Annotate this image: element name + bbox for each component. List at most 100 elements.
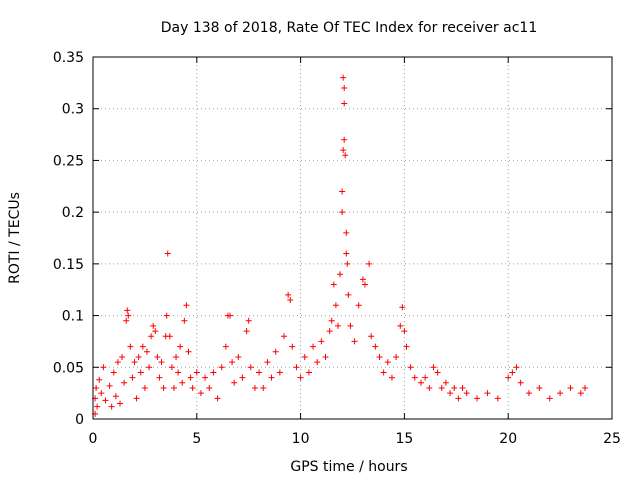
data-point [185,348,192,355]
data-point [102,397,109,404]
data-point [124,307,131,314]
data-point [247,364,254,371]
chart-title: Day 138 of 2018, Rate Of TEC Index for r… [161,20,537,36]
data-point [179,379,186,386]
data-point [148,333,155,340]
data-point [133,395,140,402]
data-point [525,390,532,397]
data-point [301,353,308,360]
data-point [451,384,458,391]
data-point [202,374,209,381]
data-point [355,302,362,309]
data-point [285,291,292,298]
data-point [557,390,564,397]
data-point [152,328,159,335]
data-point [170,384,177,391]
data-point [231,379,238,386]
data-point [509,369,516,376]
data-point [164,250,171,257]
data-point [438,384,445,391]
data-point [297,374,304,381]
data-point [380,369,387,376]
data-point [146,364,153,371]
data-point [407,364,414,371]
data-point [343,229,350,236]
data-point [455,395,462,402]
data-point [260,384,267,391]
data-point [158,359,165,366]
data-point [227,312,234,319]
x-axis-label: GPS time / hours [290,459,407,475]
data-point [141,384,148,391]
x-tick-label: 10 [292,431,310,447]
data-point [210,369,217,376]
data-point [110,369,117,376]
data-point [582,384,589,391]
data-point [108,403,115,410]
data-point [245,317,252,324]
data-point [287,297,294,304]
data-point [347,322,354,329]
data-point [426,384,433,391]
data-point [187,374,194,381]
y-tick-label: 0.1 [62,309,84,325]
data-point [474,395,481,402]
data-point [175,369,182,376]
x-tick-label: 15 [395,431,413,447]
data-point [276,369,283,376]
data-point [112,393,119,400]
data-point [484,390,491,397]
data-point [345,291,352,298]
data-point [96,376,103,383]
y-tick-label: 0.2 [62,205,84,221]
data-point [150,322,157,329]
data-point [388,374,395,381]
data-point [197,390,204,397]
data-point [577,390,584,397]
data-points [92,74,589,417]
x-tick-label: 5 [192,431,201,447]
data-point [243,328,250,335]
data-point [513,364,520,371]
data-point [93,384,100,391]
data-point [166,333,173,340]
y-tick-label: 0.05 [53,360,84,376]
data-point [314,359,321,366]
data-point [183,302,190,309]
data-point [143,348,150,355]
data-point [442,379,449,386]
y-tick-label: 0.35 [53,50,84,66]
data-point [332,302,339,309]
data-point [326,328,333,335]
data-point [344,260,351,267]
data-point [206,384,213,391]
data-point [119,353,126,360]
data-point [318,338,325,345]
data-point [403,343,410,350]
data-point [135,353,142,360]
data-point [376,353,383,360]
data-point [343,250,350,257]
data-point [125,312,132,319]
data-point [411,374,418,381]
data-point [361,281,368,288]
data-point [256,369,263,376]
axes: 0 0.05 0.1 0.15 0.2 0.25 0.3 0.35 0 5 10 15 20 25 [53,50,621,447]
data-point [156,374,163,381]
data-point [280,333,287,340]
data-point [268,374,275,381]
data-point [494,395,501,402]
data-point [434,369,441,376]
data-point [341,100,348,107]
data-point [160,384,167,391]
data-point [393,353,400,360]
data-point [168,364,175,371]
data-point [289,343,296,350]
data-point [340,147,347,154]
data-point [366,260,373,267]
data-point [173,353,180,360]
data-point [94,403,101,410]
data-point [229,359,236,366]
y-tick-label: 0.25 [53,153,84,169]
data-point [305,369,312,376]
